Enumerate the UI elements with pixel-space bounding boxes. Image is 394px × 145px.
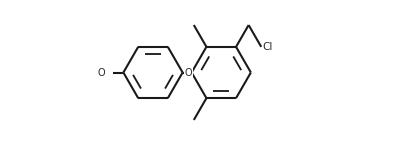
- Text: O: O: [97, 68, 105, 77]
- Text: Cl: Cl: [262, 42, 273, 52]
- Text: O: O: [185, 68, 192, 77]
